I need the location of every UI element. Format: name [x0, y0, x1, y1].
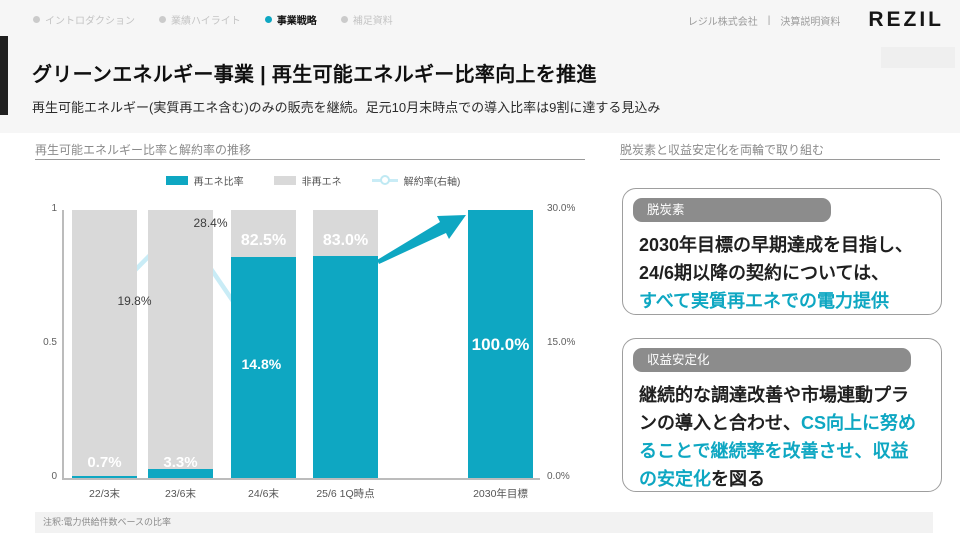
chart-footnote: 注釈:電力供給件数ベースの比率 — [35, 512, 933, 533]
secondary-axis-tick-label: 15.0% — [547, 337, 576, 348]
bar-value-label: 83.0% — [322, 232, 369, 249]
legend-item: 非再エネ — [273, 173, 342, 188]
line-value-label: 14.8% — [241, 355, 282, 372]
legend-line-marker-icon — [371, 175, 398, 186]
nav-dot-icon — [33, 16, 40, 23]
renewable-ratio-chart: 再エネ比率 非再エネ 解約率(右軸) 1 0.5 0 30.0% 15.0% 0.0% 0.7%… — [35, 170, 591, 515]
category-label: 22/3末 — [89, 488, 120, 500]
bar-segment-renewable — [148, 469, 213, 478]
legend-item: 再エネ比率 — [165, 173, 244, 188]
y-axis-line — [62, 210, 64, 478]
bar-segment-renewable — [468, 210, 533, 478]
legend-label: 解約率(右軸) — [403, 177, 461, 188]
chart-bar: 83.0% — [313, 210, 378, 478]
category-label: 24/6末 — [248, 488, 279, 500]
card-text: 2030年目標の早期達成を目指し、 — [639, 235, 914, 255]
bar-segment-non-renewable — [72, 210, 137, 476]
nav-item-business-strategy[interactable]: 事業戦略 — [264, 12, 317, 27]
nav-dot-icon — [264, 16, 272, 23]
bar-segment-non-renewable — [148, 210, 213, 469]
page-subtitle: 再生可能エネルギー(実質再エネ含む)のみの販売を継続。足元10月末時点での導入比… — [32, 100, 661, 115]
chart-bar: 3.3% — [148, 210, 213, 478]
bar-segment-renewable — [313, 256, 378, 478]
category-label: 25/6 1Q時点 — [316, 488, 375, 500]
card-text: 24/6期以降の契約については、 — [639, 263, 890, 283]
legend-label: 非再エネ — [301, 177, 342, 188]
nav-dot-icon — [340, 16, 348, 23]
bar-value-label: 3.3% — [163, 454, 198, 471]
nav-item-introduction[interactable]: イントロダクション — [33, 12, 135, 27]
title-accent-bar — [0, 36, 8, 115]
company-line: レジル株式会社 | 決算説明資料 — [688, 13, 841, 28]
chart-bar: 0.7% — [72, 210, 137, 478]
right-section-title: 脱炭素と収益安定化を両輪で取り組む — [620, 143, 825, 157]
card-badge: 脱炭素 — [633, 198, 831, 222]
legend-line-point — [379, 175, 390, 185]
divider: | — [767, 14, 771, 26]
y-axis-tick-label: 0.5 — [43, 337, 57, 348]
header-band: イントロダクション 業績ハイライト 事業戦略 補足資料 レジル株式会社 | 決算… — [0, 0, 960, 133]
slide-section-nav: イントロダクション 業績ハイライト 事業戦略 補足資料 — [33, 12, 393, 27]
secondary-axis-tick-label: 30.0% — [547, 203, 576, 214]
secondary-axis-tick-label: 0.0% — [547, 471, 570, 482]
chart-legend: 再エネ比率 非再エネ 解約率(右軸) — [35, 173, 591, 188]
category-label: 2030年目標 — [473, 488, 528, 500]
legend-label: 再エネ比率 — [193, 177, 244, 188]
x-axis-line — [62, 478, 540, 480]
line-value-label: 28.4% — [193, 216, 228, 231]
profit-stabilization-card: 収益安定化 継続的な調達改善や市場連動プランの導入と合わせ、CS向上に努めること… — [622, 338, 942, 492]
bar-value-label: 100.0% — [471, 335, 530, 354]
document-type: 決算説明資料 — [780, 16, 841, 28]
nav-item-label: 事業戦略 — [276, 16, 317, 27]
growth-arrow-icon — [377, 215, 466, 264]
nav-item-label: 補足資料 — [352, 16, 393, 27]
card-highlight-text: すべて実質再エネでの電力提供 — [639, 291, 890, 311]
header-right: レジル株式会社 | 決算説明資料 REZIL — [688, 8, 944, 32]
bar-segment-non-renewable — [231, 210, 296, 257]
line-value-label: 19.8% — [117, 294, 152, 309]
company-name: レジル株式会社 — [687, 16, 758, 28]
bar-segment-non-renewable — [313, 210, 378, 256]
card-text: を図る — [711, 469, 765, 489]
card-badge: 収益安定化 — [633, 348, 911, 372]
legend-item: 解約率(右軸) — [371, 173, 461, 188]
page-title: グリーンエネルギー事業 | 再生可能エネルギー比率向上を推進 — [32, 64, 597, 87]
card-body: 2030年目標の早期達成を目指し、 24/6期以降の契約については、 すべて実質再エ… — [639, 231, 925, 315]
category-label: 23/6末 — [165, 488, 196, 500]
legend-swatch-icon — [273, 176, 296, 185]
bar-segment-renewable — [231, 257, 296, 478]
chart-bar: 100.0% — [468, 210, 533, 478]
nav-item-financial-highlights[interactable]: 業績ハイライト — [159, 12, 241, 27]
bar-value-label: 82.5% — [240, 232, 287, 249]
bar-segment-renewable — [72, 476, 137, 478]
nav-dot-icon — [159, 16, 166, 23]
chart-section-title: 再生可能エネルギー比率と解約率の推移 — [35, 143, 252, 157]
card-text: 継続的な調達改善や市場連動プランの導入と合わせ、 — [639, 385, 909, 433]
bar-value-label: 0.7% — [87, 454, 122, 471]
nav-item-appendix[interactable]: 補足資料 — [340, 12, 393, 27]
card-highlight-text: CS向上に努めることで継続率を改善させ、収益の安定化 — [639, 413, 917, 489]
decarbonization-card: 脱炭素 2030年目標の早期達成を目指し、 24/6期以降の契約については、 すべて… — [622, 188, 942, 315]
y-axis-tick-label: 0 — [51, 471, 57, 482]
rezil-logo: REZIL — [868, 8, 944, 31]
left-section-underline — [35, 159, 585, 160]
y-axis-tick-label: 1 — [51, 203, 57, 214]
legend-swatch-icon — [165, 176, 188, 185]
chart-bar: 82.5% — [231, 210, 296, 478]
nav-item-label: イントロダクション — [45, 16, 135, 27]
right-section-underline — [620, 159, 940, 160]
nav-item-label: 業績ハイライト — [171, 16, 241, 27]
header-corner-placeholder — [881, 47, 955, 68]
card-body: 継続的な調達改善や市場連動プランの導入と合わせ、CS向上に努めることで継続率を改… — [639, 381, 925, 493]
